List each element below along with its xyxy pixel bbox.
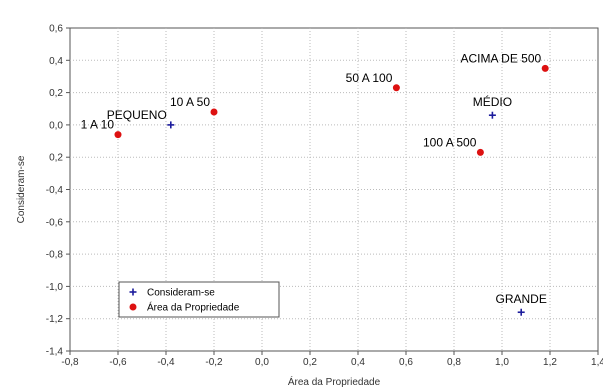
data-point: 1 A 10 (81, 118, 122, 139)
circle-marker (392, 84, 400, 92)
x-tick-label: 0,2 (303, 357, 317, 368)
legend-entry: Consideram-se (129, 288, 215, 299)
point-label: 50 A 100 (346, 71, 393, 85)
point-label: PEQUENO (107, 108, 167, 122)
y-tick-label: 0,2 (49, 153, 63, 164)
x-axis-ticks: -0,8 -0,6 -0,4 -0,2 0,0 0,2 0,4 0,6 0,8 1,0 1,2 1,4 (61, 351, 603, 368)
y-tick-label: -1,2 (46, 314, 64, 325)
x-tick-label: -0,2 (205, 357, 223, 368)
data-point: GRANDE (496, 292, 547, 316)
legend-label: Área da Propriedade (147, 301, 240, 314)
circle-marker (129, 303, 137, 311)
data-points: PEQUENO MÉDIO GRANDE 1 A 10 10 A 50 50 A 100 1… (81, 51, 549, 316)
x-tick-label: 1,0 (495, 357, 509, 368)
y-tick-label: 0,6 (49, 24, 63, 35)
point-label: GRANDE (496, 292, 547, 306)
circle-marker (476, 148, 484, 156)
y-tick-label: -0,4 (46, 185, 64, 196)
point-label: ACIMA DE 500 (460, 51, 541, 65)
legend-box (118, 281, 280, 318)
y-tick-label: -0,8 (46, 250, 64, 261)
x-tick-label: -0,4 (157, 357, 175, 368)
x-tick-label: 0,6 (399, 357, 413, 368)
x-tick-label: 0,4 (351, 357, 365, 368)
point-label: MÉDIO (473, 94, 512, 109)
data-point: 100 A 500 (423, 135, 484, 156)
data-point: PEQUENO (107, 108, 175, 129)
y-axis-title: Consideram-se (16, 155, 27, 223)
circle-marker (541, 64, 549, 72)
x-tick-label: 1,2 (543, 357, 557, 368)
x-tick-label: 1,4 (591, 357, 603, 368)
x-tick-label: -0,6 (109, 357, 127, 368)
legend-entry: Área da Propriedade (129, 301, 240, 314)
data-point: MÉDIO (473, 94, 512, 119)
point-label: 100 A 500 (423, 135, 477, 149)
point-label: 10 A 50 (170, 95, 210, 109)
x-axis-title: Área da Propriedade (288, 375, 381, 388)
x-tick-label: 0,8 (447, 357, 461, 368)
grid (70, 28, 598, 351)
y-tick-label: 0,4 (49, 56, 63, 67)
x-tick-label: -0,8 (61, 357, 79, 368)
x-tick-label: 0,0 (255, 357, 269, 368)
data-point: ACIMA DE 500 (460, 51, 549, 72)
legend: Consideram-se Área da Propriedade (118, 281, 280, 318)
y-tick-label: -1,0 (46, 282, 64, 293)
y-axis-ticks: 0,6 0,4 0,2 0,0 0,2 -0,4 -0,6 -0,8 -1,0 -1,2 -1,4 (46, 24, 70, 358)
y-tick-label: -0,6 (46, 217, 64, 228)
y-tick-label: -1,4 (46, 347, 64, 358)
data-point: 50 A 100 (346, 71, 400, 92)
y-tick-label: 0,2 (49, 88, 63, 99)
circle-marker (210, 108, 218, 116)
data-point: 10 A 50 (170, 95, 218, 116)
point-label: 1 A 10 (81, 118, 115, 132)
circle-marker (114, 131, 122, 139)
y-tick-label: 0,0 (49, 120, 63, 131)
legend-label: Consideram-se (147, 288, 215, 299)
